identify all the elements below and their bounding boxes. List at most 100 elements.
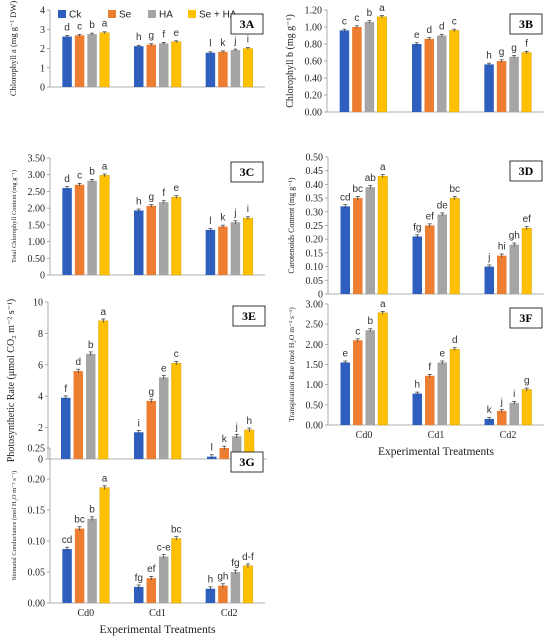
significance-letter: bc [171,525,182,536]
bar-se-cd2 [218,51,228,87]
significance-letter: g [148,387,154,398]
significance-letter: d-f [242,552,254,563]
significance-letter: e [161,363,167,374]
significance-letter: h [136,196,142,207]
panel-tag-box [509,13,543,35]
significance-letter: i [138,418,140,429]
significance-letter: b [89,167,95,178]
y-tick-label: 1.50 [28,220,46,231]
significance-letter: c-e [157,543,171,554]
bar-ck-cd1 [134,46,144,87]
significance-letter: f [525,39,528,50]
significance-letter: c [342,16,347,27]
significance-letter: a [102,161,108,172]
significance-letter: c [174,349,179,360]
y-tick-label: 0.20 [306,235,324,246]
panel-3b: 0.00 0.20 0.40 0.60 0.80 1.00 1.20 Chlorophyll … [285,3,544,119]
y-tick-label: 0 [38,455,43,466]
significance-letter: gh [217,572,228,583]
y-tick-label: 0 [40,83,45,94]
significance-letter: cd [62,535,73,546]
significance-letter: k [220,38,226,49]
bar-ck-cd2 [205,52,216,87]
significance-letter: h [136,32,142,43]
legend-swatch [108,10,116,18]
y-tick-label: 0.25 [306,221,324,232]
bar-ha-cd0 [364,21,375,112]
bar-se-ha-cd1 [449,30,460,113]
significance-letter: i [247,35,249,46]
bar-se-cd2 [497,255,507,294]
bar-ha-cd1 [159,556,169,603]
bar-se-ha-cd2 [521,389,532,426]
y-tick-label: 0.80 [305,40,323,51]
significance-letter: h [486,50,492,61]
y-tick-label: 3 [40,25,45,36]
bar-se-ha-cd0 [98,320,109,460]
significance-letter: g [148,192,154,203]
bar-ck-cd0 [339,30,350,112]
y-tick-label: 2 [40,44,45,55]
bar-se-ha-cd2 [242,565,253,604]
significance-letter: l [209,39,211,50]
bar-ha-cd0 [87,180,97,275]
significance-letter: e [173,183,179,194]
x-tick-label: Cd0 [77,608,94,619]
significance-letter: c [452,16,457,27]
bar-ha-cd2 [230,572,241,603]
significance-letter: fg [231,558,239,569]
significance-letter: i [513,389,515,400]
bar-ha-cd1 [437,362,447,425]
bar-ha-cd1 [159,202,169,275]
panel-tag-box [509,160,543,182]
significance-letter: ef [426,212,435,223]
panel-tag-box [230,451,264,473]
bar-ck-cd0 [340,362,350,425]
bar-se-ha-cd1 [171,41,182,88]
significance-letter: d [452,335,458,346]
legend: Ck Se HA Se + HA [58,10,237,21]
y-tick-label: 2.50 [306,320,324,331]
panel-3e: 0 2 4 6 8 10 Photosynthetic Rate (μmol CO₂ m⁻²… [6,298,267,466]
y-tick-label: 8 [38,329,43,340]
y-axis-label: Stomatal Conductance (mol H₂O m⁻² s⁻¹) [11,471,18,581]
y-axis-label: Total Chlorophyll Content (mg g⁻¹) [11,170,18,263]
significance-letter: d [75,357,81,368]
significance-letter: h [246,416,252,427]
y-axis-label: Photosynthetic Rate (μmol CO₂ m⁻² s⁻¹) [6,299,17,462]
bar-ck-cd2 [484,64,494,112]
significance-letter: g [511,43,517,54]
bar-se-ha-cd1 [449,348,460,426]
y-tick-label: 1.00 [305,23,323,34]
y-tick-label: 0.50 [306,400,324,411]
bar-ha-cd2 [509,244,519,294]
y-tick-label: 2.00 [306,340,324,351]
bar-ha-cd2 [509,56,519,112]
bar-se-cd1 [146,205,156,275]
y-tick-label: 0.00 [28,599,46,610]
significance-letter: d [64,174,70,185]
y-tick-label: 0.20 [305,91,323,102]
bar-se-cd0 [74,184,85,275]
bar-se-cd1 [425,225,435,294]
significance-letter: a [380,162,386,173]
significance-letter: bc [74,515,85,526]
bar-ha-cd1 [437,35,447,112]
significance-letter: c [355,326,360,337]
bar-ck-cd1 [412,44,422,112]
x-axis-title: Experimental Treatments [100,624,216,636]
y-tick-label: 0.10 [28,537,46,548]
bar-ck-cd1 [134,432,144,459]
significance-letter: c [77,171,82,182]
significance-letter: j [235,422,238,433]
significance-letter: f [162,29,165,40]
x-axis-title: Experimental Treatments [378,446,494,458]
bar-ha-cd0 [365,187,375,294]
bar-se-cd0 [352,27,362,112]
legend-label: HA [159,10,173,21]
panel-3c: 0 0.50 1.00 1.50 2.00 2.50 3.00 3.50 Total Chlor… [11,154,265,282]
significance-letter: b [89,505,95,516]
significance-letter: ef [147,564,156,575]
significance-letter: l [211,443,213,454]
bar-se-cd1 [146,578,156,603]
